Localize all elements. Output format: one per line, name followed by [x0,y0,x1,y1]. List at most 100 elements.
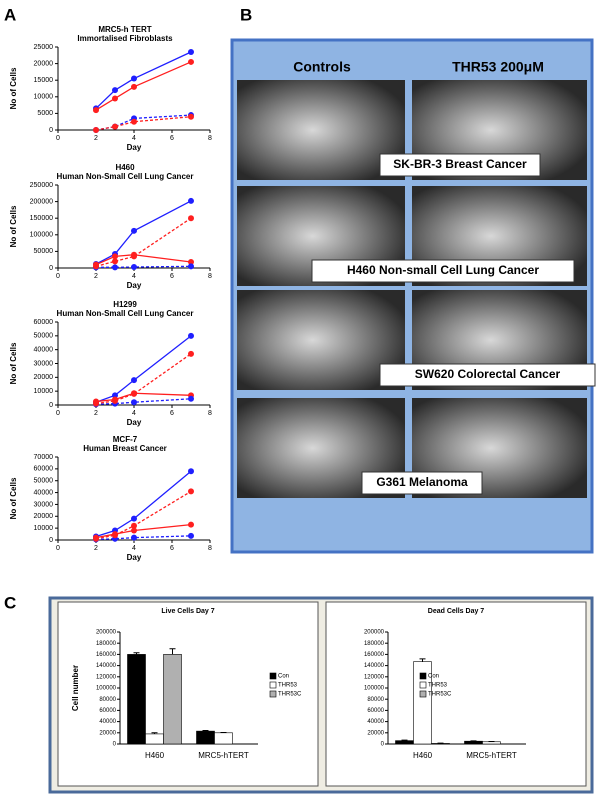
micrograph [237,80,405,180]
y-tick-label: 20000 [34,60,54,67]
y-tick-label: 20000 [34,513,54,520]
series-line [95,470,192,538]
y-tick-label: 10000 [34,525,54,532]
y-tick-label: 5000 [37,110,53,117]
y-tick-label: 15000 [34,77,54,84]
data-point [112,258,118,265]
chart-frame [325,601,587,787]
y-tick-label: 100000 [30,232,53,239]
legend-label: THR53C [428,692,452,698]
data-point [112,95,118,102]
bar [482,741,501,745]
y-tick-label: 0 [49,265,53,272]
y-tick-label: 30000 [34,501,54,508]
chart-subtitle: Human Non-Small Cell Lung Cancer [57,172,194,181]
x-tick-label: 0 [56,273,60,280]
y-tick-label: 60000 [34,466,54,473]
x-tick-label: MRC5-hTERT [198,751,249,760]
data-point [188,263,194,270]
legend-label: THR53 [428,683,448,689]
y-tick-label: 0 [49,402,53,409]
series-line [95,335,192,403]
data-point [188,395,194,402]
y-tick-label: 40000 [99,719,116,725]
data-point [188,521,194,528]
y-tick-label: 70000 [34,454,54,461]
chart-subtitle: Human Non-Small Cell Lung Cancer [57,309,194,318]
x-tick-label: 4 [132,135,136,142]
y-tick-label: 50000 [34,333,54,340]
x-tick-label: H460 [145,751,165,760]
y-tick-label: 140000 [364,663,385,669]
micrograph-label: G361 Melanoma [376,475,468,489]
series-line [95,114,192,131]
x-tick-label: H460 [413,751,433,760]
error-bar [401,739,408,741]
legend-swatch [269,672,277,680]
chart-subtitle: Human Breast Cancer [83,444,167,453]
chart-title: Live Cells Day 7 [161,608,214,615]
chart-title: MCF-7 [113,435,138,444]
error-bar [169,648,176,655]
y-tick-label: 100000 [96,686,117,692]
x-tick-label: 8 [208,410,212,417]
series-line [95,392,192,403]
y-tick-label: 0 [49,127,53,134]
y-axis-label: No of Cells [9,477,18,519]
label-box [379,153,541,177]
y-tick-label: 20000 [99,730,116,736]
data-point [188,259,194,266]
data-point [188,48,194,55]
data-point [188,488,194,495]
series-line [95,535,192,541]
chart-title: H1299 [113,300,137,309]
legend-swatch [269,690,277,698]
series-line [95,200,192,265]
micrograph-label: SK-BR-3 Breast Cancer [393,157,527,171]
legend-swatch [419,690,427,698]
data-point [188,58,194,65]
data-point [188,468,194,475]
x-tick-label: 8 [208,273,212,280]
x-tick-label: 0 [56,135,60,142]
data-point [131,399,137,406]
legend-swatch [419,672,427,680]
series-line [95,523,192,539]
data-point [112,532,118,539]
y-tick-label: 40000 [34,489,54,496]
data-point [131,390,137,397]
y-tick-label: 50000 [34,248,54,255]
y-tick-label: 120000 [96,674,117,680]
data-point [131,534,137,541]
bar [196,730,215,745]
y-axis-label: No of Cells [9,205,18,247]
x-tick-label: 6 [170,545,174,552]
data-point [188,350,194,357]
label-box [311,259,575,283]
bar [214,732,233,745]
y-tick-label: 60000 [34,319,54,326]
y-tick-label: 80000 [367,697,384,703]
data-point [112,87,118,94]
data-point [131,527,137,534]
data-point [188,215,194,222]
series-line [95,398,192,405]
data-point [131,227,137,234]
y-tick-label: 180000 [96,641,117,647]
x-tick-label: 6 [170,273,174,280]
legend-label: THR53 [278,683,298,689]
y-axis-label: Cell number [71,665,80,711]
error-bar [202,730,209,732]
legend-swatch [419,681,427,689]
bar [163,654,182,745]
x-tick-label: 0 [56,410,60,417]
y-tick-label: 25000 [34,44,54,51]
series-line [95,353,192,405]
data-point [188,113,194,120]
data-point [93,535,99,542]
data-point [131,75,137,82]
error-bar [151,732,158,734]
y-tick-label: 0 [113,742,117,748]
data-point [131,515,137,522]
